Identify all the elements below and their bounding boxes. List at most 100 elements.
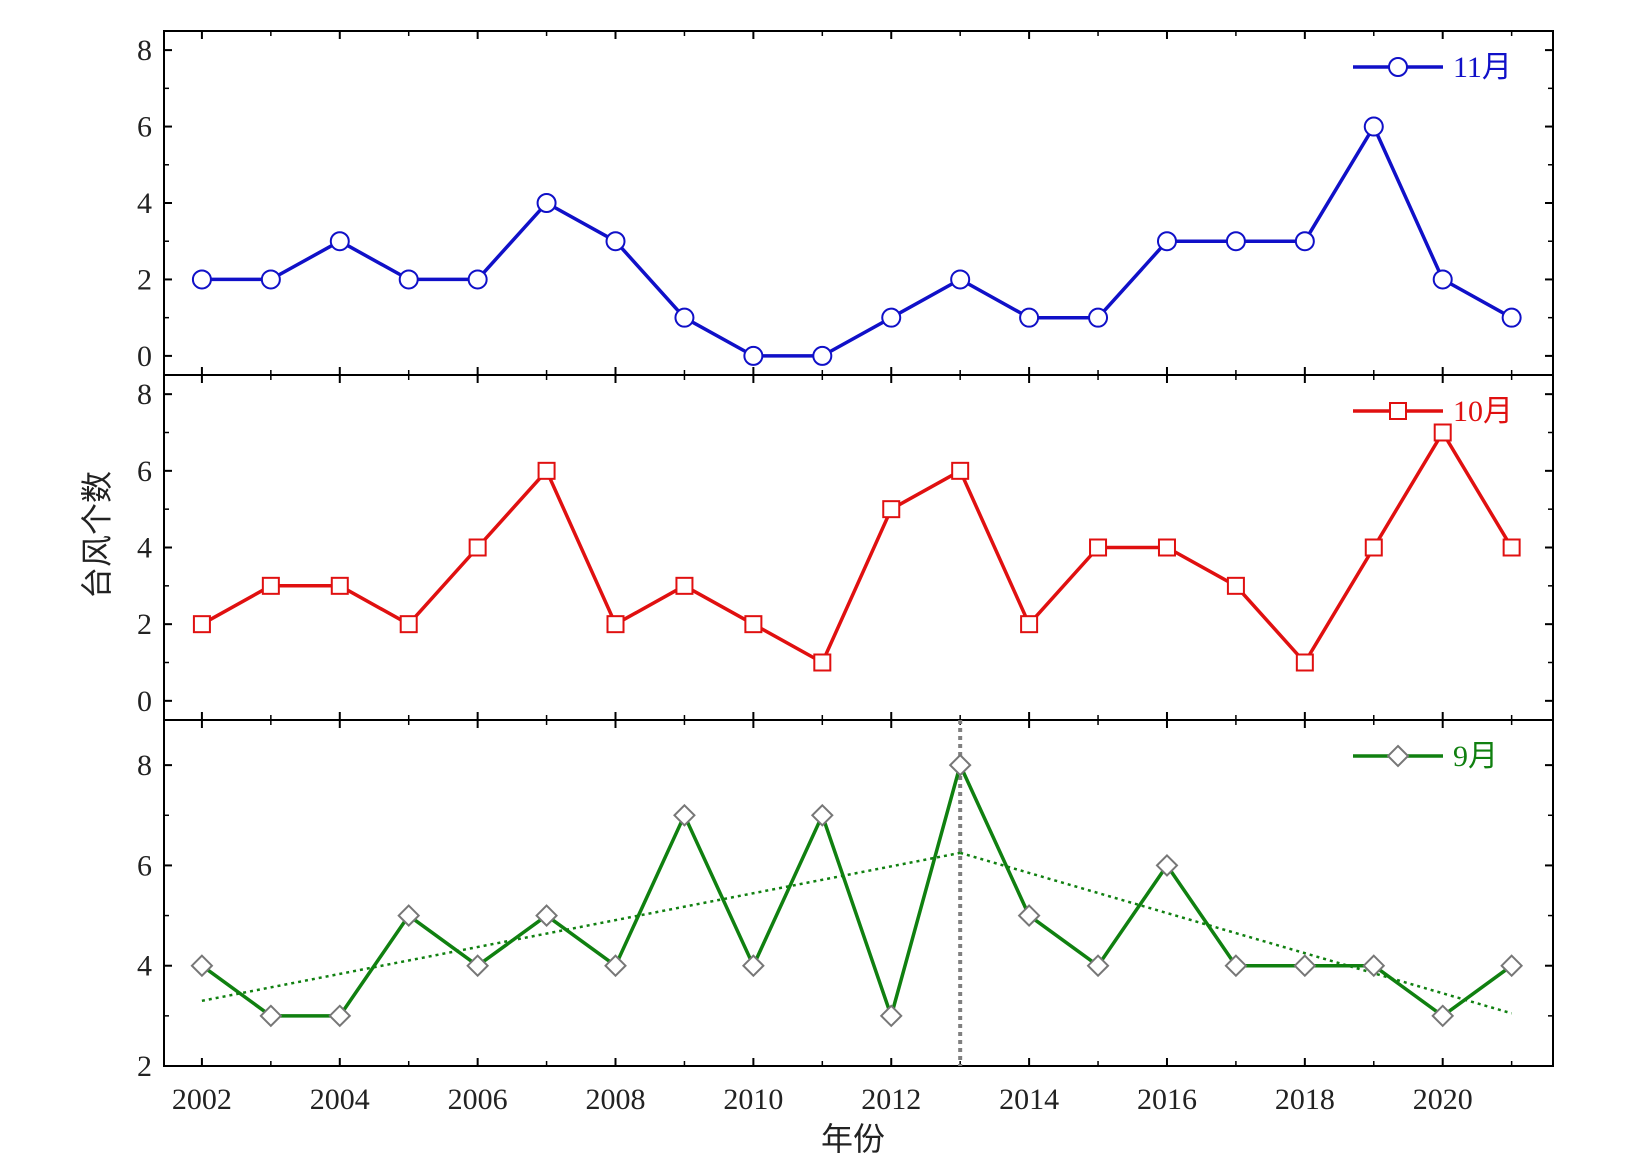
panel-3: 2 4 6 8 2002 2004 2006 2008 2010 2012 2014 2016 2018…	[137, 719, 1554, 1116]
data-point	[467, 269, 488, 290]
panel-frame	[163, 719, 1554, 1067]
series-line	[201, 124, 1513, 358]
x-tick-label: 2008	[586, 1083, 646, 1116]
data-point	[260, 269, 281, 290]
data-point	[1155, 854, 1179, 877]
data-point	[537, 461, 556, 480]
data-point	[741, 954, 765, 978]
data-point	[1226, 576, 1245, 595]
panel-frame	[163, 374, 1554, 721]
data-point	[329, 231, 350, 252]
x-tick-label: 2014	[999, 1083, 1059, 1116]
data-point	[812, 345, 833, 366]
x-tick-label: 2018	[1275, 1083, 1335, 1116]
data-point	[1431, 1004, 1455, 1028]
data-point	[1225, 231, 1246, 252]
trend-line	[201, 851, 961, 1003]
y-tick-label: 8	[137, 749, 152, 782]
data-point	[606, 615, 625, 634]
data-point	[951, 461, 970, 480]
data-point	[1019, 307, 1040, 328]
data-point	[1501, 307, 1522, 328]
data-point	[1020, 615, 1039, 634]
panel-2: 0 2 4 6 8 10月	[137, 374, 1554, 721]
panel-1: 0 2 4 6 8 11月	[137, 30, 1554, 376]
y-tick-label: 4	[137, 532, 152, 565]
data-point	[261, 576, 280, 595]
data-point	[397, 904, 421, 927]
data-point	[1089, 538, 1108, 557]
x-tick-label: 2020	[1413, 1083, 1473, 1116]
x-tick-label: 2016	[1137, 1083, 1197, 1116]
chart-panels: 0 2 4 6 8 11月 0 2 4 6 8 10月 2 4 6 8 2002 2004 2006 2008 2010…	[137, 30, 1554, 1116]
y-tick-label: 6	[137, 111, 152, 144]
data-point	[1293, 954, 1317, 978]
y-tick-label: 6	[137, 455, 152, 488]
data-point	[743, 345, 764, 366]
data-point	[813, 653, 832, 672]
x-tick-label: 2004	[310, 1083, 370, 1116]
data-point	[881, 307, 902, 328]
legend-marker	[1386, 744, 1410, 768]
legend-marker	[1388, 57, 1408, 77]
y-tick-label: 2	[137, 1050, 152, 1083]
data-point	[330, 576, 349, 595]
data-point	[605, 231, 626, 252]
data-point	[1500, 954, 1524, 978]
y-tick-label: 8	[137, 34, 152, 67]
data-point	[674, 307, 695, 328]
y-tick-label: 8	[137, 378, 152, 411]
y-axis-title: 台风个数	[79, 471, 115, 599]
data-point	[1017, 904, 1041, 927]
data-point	[399, 615, 418, 634]
data-point	[950, 269, 971, 290]
data-point	[1433, 423, 1452, 442]
data-point	[535, 904, 558, 927]
data-point	[190, 954, 214, 978]
data-point	[948, 753, 972, 777]
data-point	[1363, 116, 1384, 137]
data-point	[191, 269, 212, 290]
data-point	[1156, 231, 1177, 252]
data-point	[1224, 954, 1248, 978]
y-tick-label: 0	[137, 685, 152, 718]
x-axis-title: 年份	[821, 1121, 885, 1157]
data-point	[1088, 307, 1109, 328]
data-point	[259, 1004, 283, 1028]
y-tick-label: 2	[137, 608, 152, 641]
y-tick-label: 2	[137, 263, 152, 296]
data-point	[879, 1004, 903, 1028]
data-point	[468, 538, 487, 557]
legend-label: 9月	[1453, 740, 1498, 773]
data-point	[192, 615, 211, 634]
legend-label: 10月	[1453, 395, 1513, 428]
data-point	[1432, 269, 1453, 290]
y-tick-label: 6	[137, 849, 152, 882]
data-point	[1086, 954, 1110, 978]
x-tick-label: 2012	[861, 1083, 921, 1116]
x-tick-label: 2002	[172, 1083, 232, 1116]
legend-marker	[1389, 402, 1407, 420]
data-point	[810, 803, 834, 827]
y-tick-label: 4	[137, 950, 152, 983]
legend-label: 11月	[1453, 51, 1512, 84]
data-point	[1157, 538, 1176, 557]
data-point	[536, 193, 557, 213]
data-point	[1294, 231, 1315, 252]
panel-frame	[163, 30, 1554, 376]
data-point	[744, 615, 763, 634]
trend-line	[959, 851, 1512, 1015]
y-tick-label: 4	[137, 187, 152, 220]
y-tick-label: 0	[137, 340, 152, 373]
x-tick-label: 2010	[723, 1083, 783, 1116]
x-tick-label: 2006	[448, 1083, 508, 1116]
data-point	[1364, 538, 1383, 557]
data-point	[1295, 653, 1314, 672]
data-point	[1362, 954, 1386, 978]
data-point	[398, 269, 419, 290]
data-point	[675, 576, 694, 595]
data-point	[604, 954, 627, 978]
data-point	[466, 954, 490, 978]
series-line	[200, 763, 1513, 1018]
